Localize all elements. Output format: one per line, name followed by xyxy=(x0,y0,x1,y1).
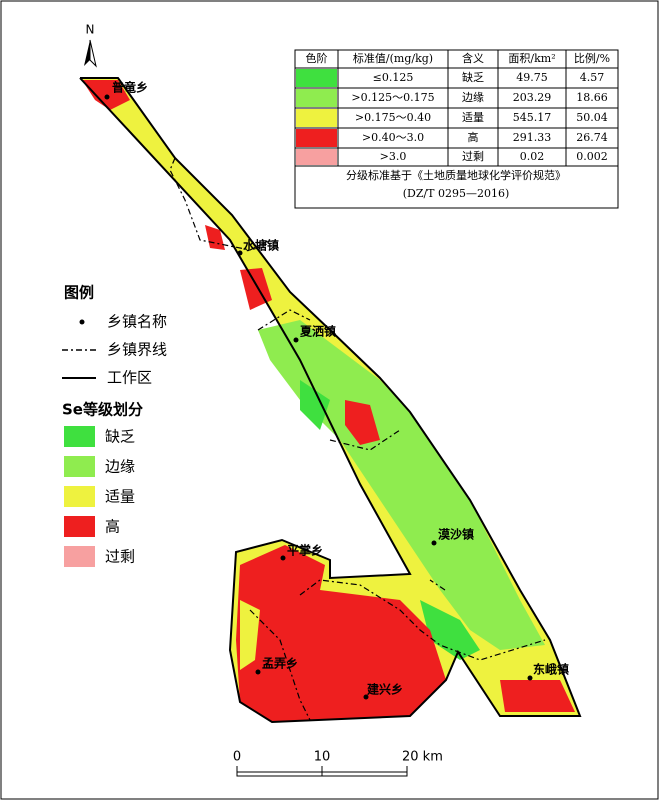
table-cell: 545.17 xyxy=(513,111,552,124)
town-dot xyxy=(237,250,243,256)
table-header: 面积/km² xyxy=(508,52,555,65)
table-cell: 高 xyxy=(468,130,479,144)
table-cell: 26.74 xyxy=(576,131,608,144)
table-cell: >0.175～0.40 xyxy=(355,111,431,124)
legend-swatch xyxy=(64,456,95,477)
legend-swatch xyxy=(64,546,95,567)
map-area xyxy=(79,77,582,724)
table-header: 含义 xyxy=(462,51,484,65)
table-cell: 边缘 xyxy=(462,91,484,104)
table-header: 色阶 xyxy=(306,51,328,65)
town-dot xyxy=(280,555,286,561)
legend-label: 边缘 xyxy=(105,458,135,476)
table-header: 比例/% xyxy=(574,51,610,65)
town-label: 平掌乡 xyxy=(287,543,323,558)
north-label: N xyxy=(86,23,95,37)
table-cell: 18.66 xyxy=(576,91,608,104)
legend-label: 过剩 xyxy=(105,548,135,566)
table-bg xyxy=(294,49,619,209)
table-cell: ≤0.125 xyxy=(373,71,414,84)
scale-label: 0 xyxy=(233,750,241,765)
legend-class-title: Se等级划分 xyxy=(62,401,143,419)
table-cell: 缺乏 xyxy=(462,70,484,84)
legend-label: 工作区 xyxy=(107,369,152,387)
town-label: 建兴乡 xyxy=(366,682,403,697)
north-arrow: N xyxy=(84,23,97,68)
grade-table: 色阶 标准值/(mg/kg) 含义 面积/km² 比例/% ≤0.125 缺乏 49.75 4.… xyxy=(294,49,619,209)
legend-dot xyxy=(79,319,85,325)
town-dot xyxy=(255,669,261,675)
legend-label: 乡镇界线 xyxy=(107,341,167,359)
table-cell: >0.40～3.0 xyxy=(362,131,424,144)
town-dot xyxy=(431,540,437,546)
legend-swatch xyxy=(64,516,95,537)
scale-bar: 0 10 20 km xyxy=(233,750,443,777)
table-cell: 4.57 xyxy=(580,71,605,84)
legend-swatch xyxy=(64,486,95,507)
legend-label: 缺乏 xyxy=(105,428,135,446)
table-cell: >0.125～0.175 xyxy=(351,91,434,104)
scale-label: 20 km xyxy=(402,750,443,765)
color-swatch xyxy=(296,129,337,147)
town-label: 水塘镇 xyxy=(243,238,279,253)
color-swatch xyxy=(296,89,337,107)
town-label: 孟弄乡 xyxy=(262,656,298,671)
legend-swatch xyxy=(64,426,95,447)
table-note: 分级标准基于《土地质量地球化学评价规范》 xyxy=(346,168,566,182)
legend-title: 图例 xyxy=(64,284,94,302)
table-cell: 0.002 xyxy=(576,150,608,163)
color-swatch xyxy=(296,69,337,87)
table-cell: 291.33 xyxy=(513,131,552,144)
table-cell: 过剩 xyxy=(462,150,484,163)
town-label: 夏洒镇 xyxy=(300,324,336,339)
town-label: 东峨镇 xyxy=(533,662,569,677)
table-cell: 适量 xyxy=(462,111,484,124)
table-cell: 0.02 xyxy=(520,150,545,163)
town-dot xyxy=(527,675,533,681)
town-label: 漠沙镇 xyxy=(438,527,474,542)
table-note: (DZ/T 0295—2016) xyxy=(403,187,510,200)
legend-label: 适量 xyxy=(105,488,135,506)
town-dot xyxy=(363,694,369,700)
table-cell: 50.04 xyxy=(576,111,608,124)
town-dot xyxy=(104,94,110,100)
color-swatch xyxy=(296,109,337,127)
legend-label: 乡镇名称 xyxy=(107,313,167,331)
table-cell: 203.29 xyxy=(513,91,552,104)
town-label: 普竜乡 xyxy=(112,80,148,95)
color-swatch xyxy=(296,149,337,165)
legend-label: 高 xyxy=(105,518,120,536)
town-dot xyxy=(293,337,299,343)
table-header: 标准值/(mg/kg) xyxy=(353,51,433,65)
table-cell: >3.0 xyxy=(380,150,407,163)
scale-label: 10 xyxy=(314,750,331,765)
table-cell: 49.75 xyxy=(516,71,548,84)
